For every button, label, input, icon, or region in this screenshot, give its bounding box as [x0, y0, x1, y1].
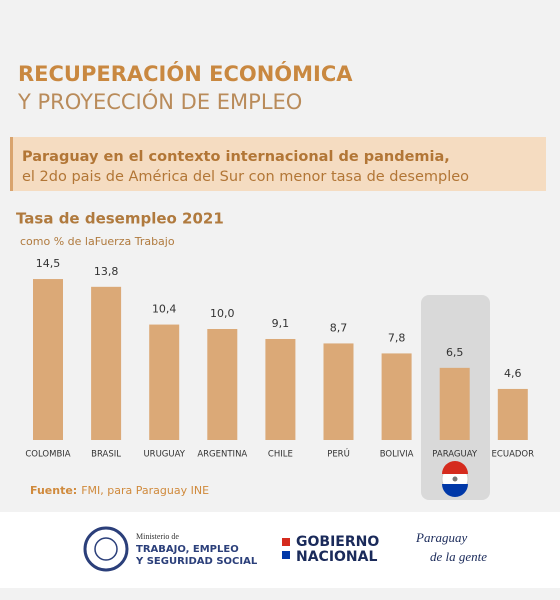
x-tick-label: BRASIL: [91, 450, 121, 460]
value-label: 7,8: [388, 331, 406, 344]
bars: 14,5 COLOMBIA 13,8 BRASIL 10,4 URUGUAY 10,0 ARG…: [25, 257, 534, 459]
chart-title: Tasa de desempleo 2021: [16, 210, 224, 228]
bar: [497, 388, 528, 440]
bar: [323, 343, 354, 440]
ministry-line: Y SEGURIDAD SOCIAL: [135, 556, 258, 567]
page-subtitle: Y PROYECCIÓN DE EMPLEO: [17, 89, 302, 114]
flag: [441, 461, 469, 497]
gov-line: GOBIERNO: [296, 534, 379, 550]
value-label: 10,0: [210, 307, 235, 320]
flag-seal: [452, 476, 458, 482]
value-label: 4,6: [504, 367, 522, 380]
value-label: 10,4: [152, 303, 177, 316]
x-tick-label: PERÚ: [327, 448, 350, 460]
x-tick-label: ECUADOR: [492, 450, 535, 460]
gov-mark-red: [282, 538, 290, 546]
bar: [381, 353, 412, 440]
value-label: 6,5: [446, 346, 464, 359]
x-tick-label: PARAGUAY: [432, 450, 478, 460]
ministry-small: Ministerio de: [136, 532, 179, 541]
value-label: 13,8: [94, 265, 119, 278]
x-tick-label: BOLIVIA: [380, 450, 414, 460]
banner-accent: [10, 137, 13, 191]
gov-mark-blue: [282, 551, 290, 559]
banner: [10, 137, 546, 191]
bar: [149, 324, 180, 440]
slogan-line: Paraguay: [415, 530, 468, 545]
bar: [265, 338, 296, 440]
flag-blue: [442, 484, 468, 497]
source: Fuente: FMI, para Paraguay INE: [30, 484, 209, 497]
x-tick-label: CHILE: [268, 450, 293, 460]
banner-line: Paraguay en el contexto internacional de…: [22, 149, 450, 165]
slogan-line: de la gente: [430, 549, 487, 564]
bar: [33, 279, 63, 440]
ministry-seal: [83, 526, 129, 572]
value-label: 8,7: [330, 321, 348, 334]
value-label: 14,5: [36, 257, 61, 270]
x-tick-label: ARGENTINA: [197, 450, 247, 460]
source-text: FMI, para Paraguay INE: [81, 484, 209, 497]
ministry-line: TRABAJO, EMPLEO: [136, 544, 239, 555]
source-label: Fuente:: [30, 484, 77, 497]
x-tick-label: URUGUAY: [143, 450, 185, 460]
value-label: 9,1: [272, 317, 290, 330]
bar: [91, 286, 122, 440]
page-title: RECUPERACIÓN ECONÓMICA: [18, 61, 353, 86]
bar: [207, 329, 238, 440]
banner-line: el 2do pais de América del Sur con menor…: [22, 169, 469, 185]
chart-subtitle: como % de laFuerza Trabajo: [20, 235, 175, 248]
ministry-seal-inner: [94, 537, 118, 561]
gov-line: NACIONAL: [296, 549, 377, 565]
bar: [439, 367, 470, 440]
x-tick-label: COLOMBIA: [25, 450, 70, 460]
flag-red: [442, 461, 468, 474]
